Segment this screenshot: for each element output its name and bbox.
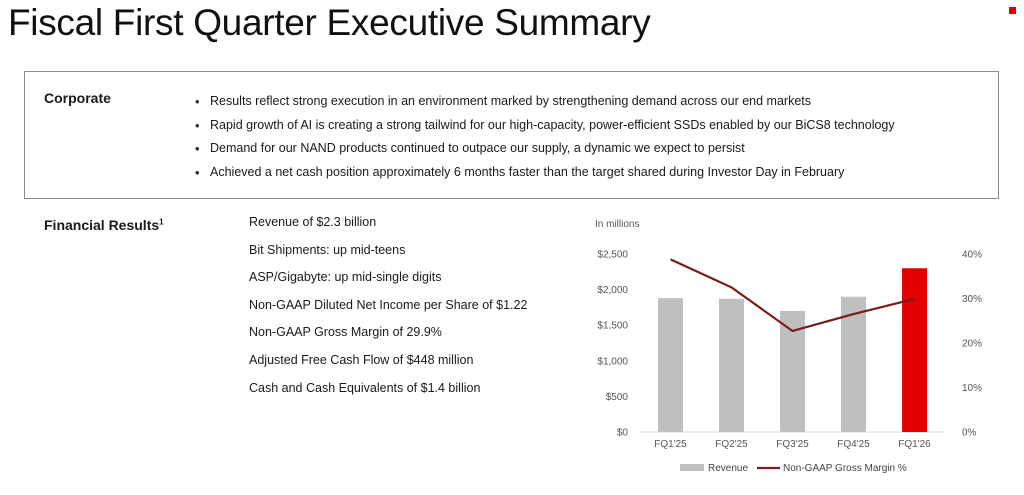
legend-revenue-label: Revenue [708,463,748,474]
y-left-tick-label: $0 [617,428,629,439]
revenue-bar [658,298,683,432]
chart-svg: In millions $0 $500 $1,000 $1,500 $2,000 $2,50… [595,219,982,474]
x-tick-label: FQ3'25 [776,439,809,450]
financial-result-item: Non-GAAP Diluted Net Income per Share of… [249,297,528,312]
financial-result-item: Adjusted Free Cash Flow of $448 million [249,352,474,367]
financial-result-item: ASP/Gigabyte: up mid-single digits [249,270,442,285]
chart-unit-label: In millions [595,219,639,230]
financial-result-item: Revenue of $2.3 billion [249,215,377,229]
financial-results-heading: Financial Results1 [44,217,164,233]
corporate-bullet: Rapid growth of AI is creating a strong … [193,118,895,142]
revenue-bar [841,296,866,432]
corporate-bullet: Achieved a net cash position approximate… [193,165,895,189]
corporate-bullet: Results reflect strong execution in an e… [193,94,895,118]
y-left-tick-label: $1,500 [597,321,628,332]
y-left-tick-label: $2,500 [597,250,628,261]
corporate-bullet-list: Results reflect strong execution in an e… [193,94,895,188]
revenue-bar [719,298,744,432]
y-left-tick-label: $1,000 [597,356,628,367]
legend-margin-label: Non-GAAP Gross Margin % [783,463,907,474]
x-tick-label: FQ4'25 [837,439,870,450]
corporate-heading: Corporate [44,90,111,106]
y-right-tick-label: 0% [962,428,977,439]
corporate-panel: Corporate Results reflect strong executi… [24,71,999,199]
revenue-margin-chart: In millions $0 $500 $1,000 $1,500 $2,000 $2,50… [585,212,995,495]
revenue-bar [902,268,927,432]
footnote-marker: 1 [159,217,164,227]
page-title: Fiscal First Quarter Executive Summary [8,2,651,43]
financial-result-item: Cash and Cash Equivalents of $1.4 billio… [249,380,481,395]
y-left-tick-label: $2,000 [597,285,628,296]
brand-marker [1009,7,1016,14]
y-right-tick-label: 40% [962,250,982,261]
y-right-tick-label: 10% [962,383,982,394]
y-left-tick-label: $500 [606,392,629,403]
x-tick-label: FQ2'25 [715,439,748,450]
legend-revenue-swatch [680,464,704,471]
financial-result-item: Non-GAAP Gross Margin of 29.9% [249,325,442,340]
x-tick-label: FQ1'26 [898,439,931,450]
corporate-bullet: Demand for our NAND products continued t… [193,141,895,165]
financial-result-item: Bit Shipments: up mid-teens [249,242,406,257]
x-tick-label: FQ1'25 [654,439,687,450]
financial-results-list: Revenue of $2.3 billion Bit Shipments: u… [249,215,527,408]
y-right-tick-label: 20% [962,339,982,350]
y-right-tick-label: 30% [962,294,982,305]
financial-results-heading-text: Financial Results [44,217,160,233]
